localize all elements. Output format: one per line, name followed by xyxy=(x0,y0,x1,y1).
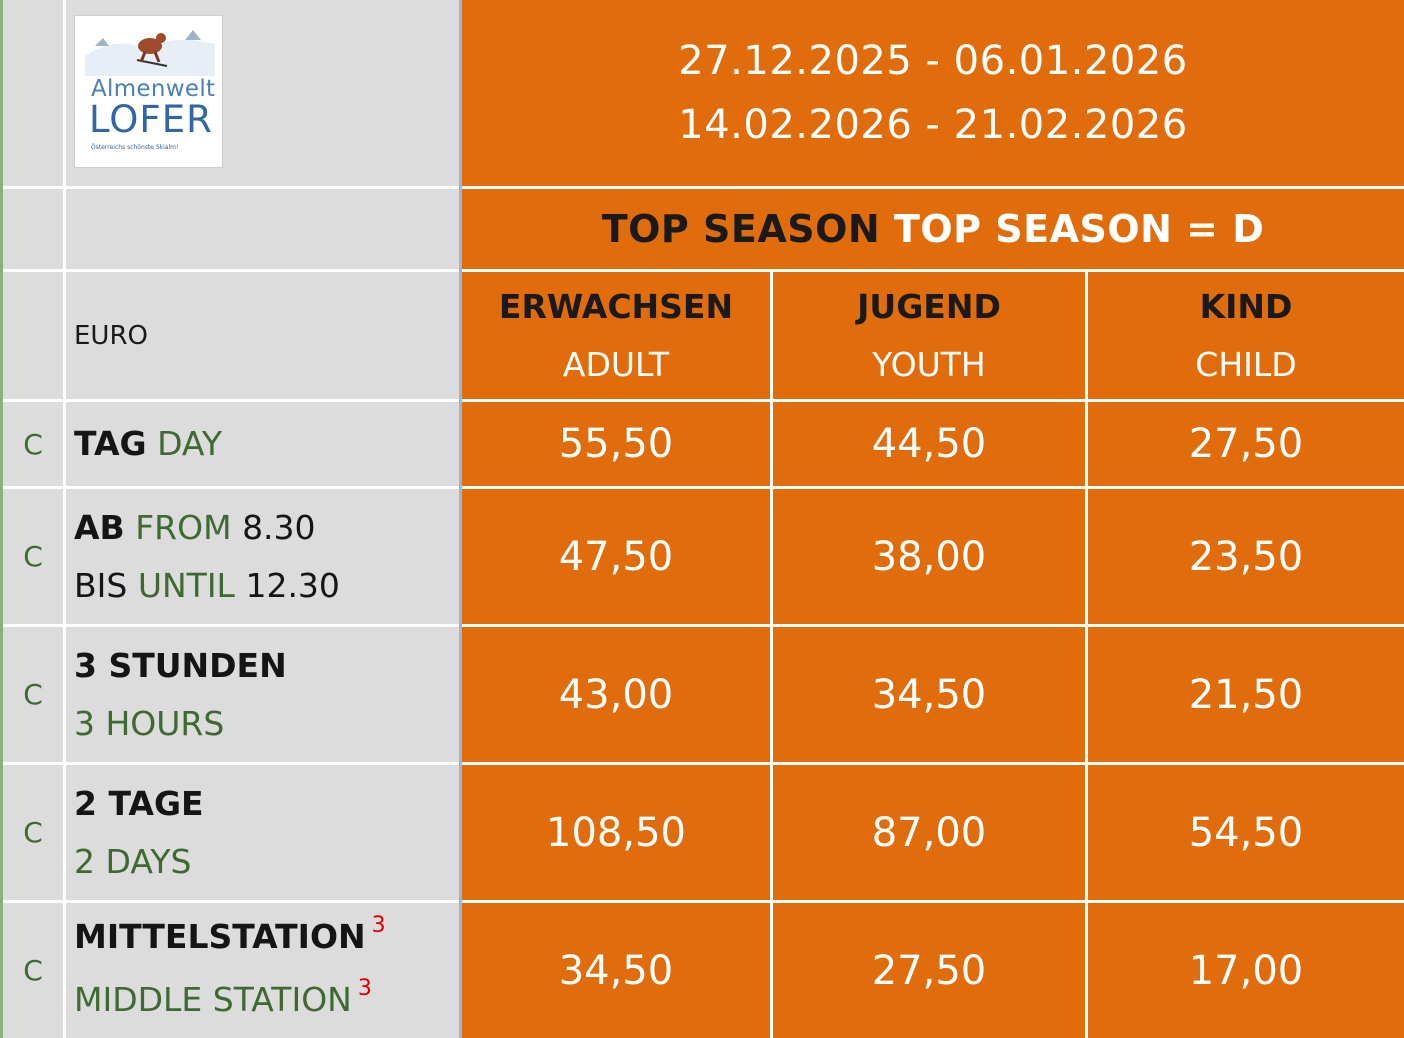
skier-illustration-icon xyxy=(85,30,215,76)
label-de: 2 TAGE xyxy=(74,783,204,823)
ticket-label-day: TAG DAY xyxy=(66,402,459,486)
label-en: DAY xyxy=(157,424,223,463)
label-de: MITTELSTATION xyxy=(74,916,366,956)
col-header-en: CHILD xyxy=(1195,344,1297,384)
season-title: TOP SEASON TOP SEASON = D xyxy=(462,189,1404,269)
cat-cell-header1 xyxy=(3,0,63,186)
category-cell: C xyxy=(3,489,63,624)
price-adult: 55,50 xyxy=(462,402,770,486)
logo-tagline: Österreichs schönste Skialm! xyxy=(91,144,179,151)
date-range-1: 27.12.2025 - 06.01.2026 xyxy=(678,38,1188,84)
col-header-en: ADULT xyxy=(562,344,670,384)
label-line: AB FROM 8.30 xyxy=(74,499,459,557)
label-line: BIS UNTIL 12.30 xyxy=(74,557,459,615)
col-header-youth: JUGEND YOUTH xyxy=(773,272,1085,399)
label-en: 2 DAYS xyxy=(74,841,192,881)
ticket-label-middle-station: MITTELSTATION 3 MIDDLE STATION 3 xyxy=(66,903,459,1038)
label-de: TAG xyxy=(74,424,147,463)
label-cell-header2 xyxy=(66,189,459,269)
price-adult: 47,50 xyxy=(462,489,770,624)
footnote-marker: 3 xyxy=(357,975,372,1001)
cat-cell-header2 xyxy=(3,189,63,269)
currency-label: EURO xyxy=(66,272,459,399)
price-youth: 38,00 xyxy=(773,489,1085,624)
price-youth: 27,50 xyxy=(773,903,1085,1038)
label-en: FROM xyxy=(135,507,232,547)
price-adult: 34,50 xyxy=(462,903,770,1038)
almenwelt-lofer-logo: Almenwelt LOFER Österreichs schönste Ski… xyxy=(74,15,223,168)
footnote-marker: 3 xyxy=(371,912,386,938)
col-header-child: KIND CHILD xyxy=(1088,272,1404,399)
ticket-label-3-hours: 3 STUNDEN 3 HOURS xyxy=(66,627,459,762)
label-en: MIDDLE STATION xyxy=(74,979,352,1019)
column-divider xyxy=(459,0,462,1038)
col-header-de: KIND xyxy=(1199,286,1293,326)
col-header-de: ERWACHSEN xyxy=(498,286,734,326)
season-label-en: TOP SEASON = D xyxy=(893,207,1265,251)
label-de: BIS xyxy=(74,565,128,605)
category-cell: C xyxy=(3,627,63,762)
label-line: MIDDLE STATION 3 xyxy=(74,971,459,1034)
category-cell: C xyxy=(3,765,63,900)
date-range-2: 14.02.2026 - 21.02.2026 xyxy=(678,102,1188,148)
category-cell: C xyxy=(3,402,63,486)
ticket-label-2-days: 2 TAGE 2 DAYS xyxy=(66,765,459,900)
price-adult: 43,00 xyxy=(462,627,770,762)
label-line: MITTELSTATION 3 xyxy=(74,908,459,971)
label-line: TAG DAY xyxy=(74,415,459,473)
price-adult: 108,50 xyxy=(462,765,770,900)
category-cell: C xyxy=(3,903,63,1038)
price-child: 54,50 xyxy=(1088,765,1404,900)
price-child: 21,50 xyxy=(1088,627,1404,762)
price-child: 17,00 xyxy=(1088,903,1404,1038)
ticket-label-half-day: AB FROM 8.30 BIS UNTIL 12.30 xyxy=(66,489,459,624)
logo-word-almenwelt: Almenwelt xyxy=(91,76,216,102)
price-youth: 34,50 xyxy=(773,627,1085,762)
price-youth: 87,00 xyxy=(773,765,1085,900)
label-time: 12.30 xyxy=(245,565,340,605)
label-de: AB xyxy=(74,507,125,547)
logo-word-lofer: LOFER xyxy=(89,98,213,141)
price-child: 23,50 xyxy=(1088,489,1404,624)
price-child: 27,50 xyxy=(1088,402,1404,486)
label-en: 3 HOURS xyxy=(74,703,225,743)
label-time: 8.30 xyxy=(242,507,316,547)
frame-left-border xyxy=(0,0,3,1038)
col-header-de: JUGEND xyxy=(857,286,1001,326)
cat-cell-header3 xyxy=(3,272,63,399)
date-ranges: 27.12.2025 - 06.01.2026 14.02.2026 - 21.… xyxy=(462,0,1404,186)
col-header-adult: ERWACHSEN ADULT xyxy=(462,272,770,399)
col-header-en: YOUTH xyxy=(872,344,986,384)
season-label-de: TOP SEASON xyxy=(601,207,881,251)
price-youth: 44,50 xyxy=(773,402,1085,486)
label-en: UNTIL xyxy=(137,565,235,605)
label-de: 3 STUNDEN xyxy=(74,645,287,685)
